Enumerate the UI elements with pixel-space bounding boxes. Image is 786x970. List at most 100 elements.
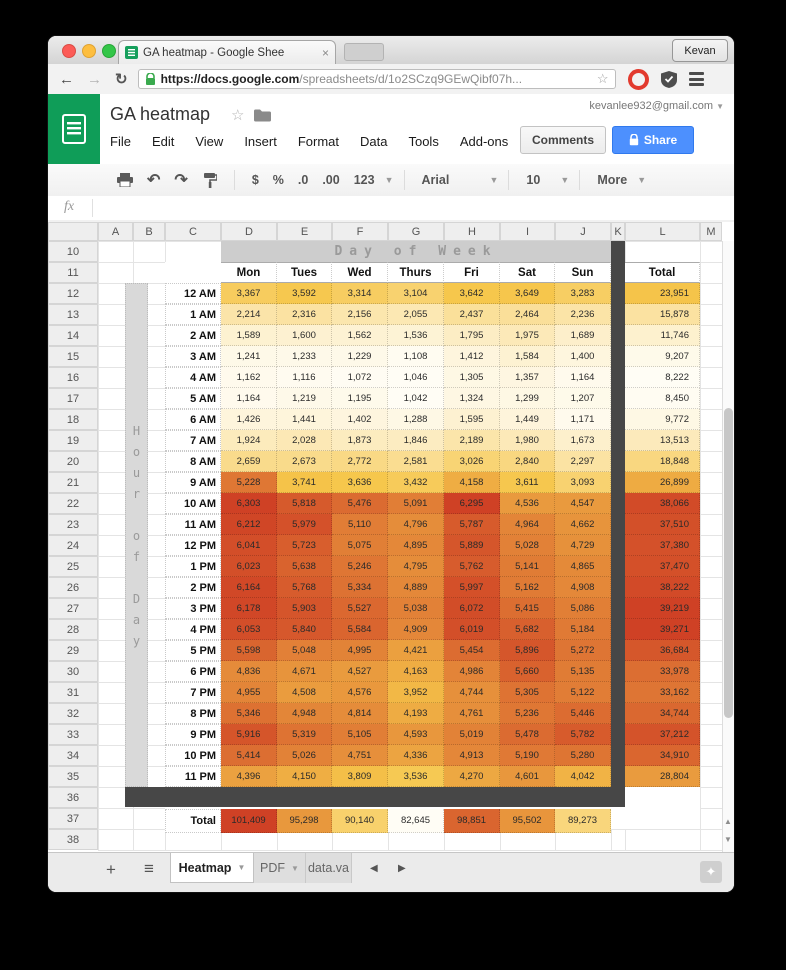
heatmap-cell[interactable]: 3,649 [500,283,555,304]
menu-data[interactable]: Data [360,134,388,149]
heatmap-cell[interactable]: 5,660 [500,661,555,682]
scrollbar-down-icon[interactable]: ▼ [724,834,732,844]
heatmap-cell[interactable]: 4,761 [444,703,500,724]
heatmap-cell[interactable]: 6,072 [444,598,500,619]
heatmap-cell[interactable]: 3,636 [332,472,388,493]
row-total-cell[interactable]: 26,899 [625,472,700,493]
corner-star-button[interactable]: ✦ [700,861,722,883]
heatmap-cell[interactable]: 4,964 [500,514,555,535]
heatmap-cell[interactable]: 1,589 [221,325,277,346]
heatmap-cell[interactable]: 5,818 [277,493,332,514]
sheets-logo[interactable] [48,94,100,164]
total-row-label[interactable]: Total [165,809,221,833]
row-header-33[interactable]: 33 [48,724,98,745]
heatmap-cell[interactable]: 2,297 [555,451,611,472]
row-header-20[interactable]: 20 [48,451,98,472]
heatmap-cell[interactable]: 5,997 [444,577,500,598]
heatmap-cell[interactable]: 4,593 [388,724,444,745]
heatmap-cell[interactable]: 5,768 [277,577,332,598]
heatmap-cell[interactable]: 6,295 [444,493,500,514]
font-family-select[interactable]: Arial [421,173,450,187]
heatmap-cell[interactable]: 5,038 [388,598,444,619]
heatmap-cell[interactable]: 5,346 [221,703,277,724]
heatmap-cell[interactable]: 6,019 [444,619,500,640]
heatmap-cell[interactable]: 1,441 [277,409,332,430]
heatmap-cell[interactable]: 4,527 [332,661,388,682]
heatmap-cell[interactable]: 5,019 [444,724,500,745]
heatmap-cell[interactable]: 5,454 [444,640,500,661]
heatmap-cell[interactable]: 1,980 [500,430,555,451]
row-header-17[interactable]: 17 [48,388,98,409]
heatmap-cell[interactable]: 6,212 [221,514,277,535]
row-total-cell[interactable]: 9,207 [625,346,700,367]
heatmap-cell[interactable]: 1,229 [332,346,388,367]
heatmap-cell[interactable]: 5,896 [500,640,555,661]
heatmap-cell[interactable]: 5,162 [500,577,555,598]
heatmap-cell[interactable]: 1,846 [388,430,444,451]
column-header-I[interactable]: I [500,222,555,241]
heatmap-cell[interactable]: 5,903 [277,598,332,619]
heatmap-cell[interactable]: 1,164 [555,367,611,388]
total-column-header[interactable]: Total [625,262,700,283]
heatmap-cell[interactable]: 6,041 [221,535,277,556]
heatmap-cell[interactable]: 1,324 [444,388,500,409]
heatmap-cell[interactable]: 4,986 [444,661,500,682]
heatmap-cell[interactable]: 2,464 [500,304,555,325]
heatmap-cell[interactable]: 3,611 [500,472,555,493]
heatmap-cell[interactable]: 4,995 [332,640,388,661]
hour-label-cell[interactable]: 11 AM [165,514,221,535]
row-header-10[interactable]: 10 [48,241,98,262]
column-total-cell[interactable]: 95,298 [277,809,332,833]
heatmap-cell[interactable]: 5,319 [277,724,332,745]
column-header-B[interactable]: B [133,222,165,241]
heatmap-cell[interactable]: 5,889 [444,535,500,556]
menu-format[interactable]: Format [297,134,339,149]
heatmap-cell[interactable]: 5,840 [277,619,332,640]
heatmap-cell[interactable]: 1,600 [277,325,332,346]
heatmap-cell[interactable]: 4,042 [555,766,611,787]
heatmap-cell[interactable]: 1,299 [500,388,555,409]
row-total-cell[interactable]: 23,951 [625,283,700,304]
hour-label-cell[interactable]: 7 PM [165,682,221,703]
heatmap-cell[interactable]: 5,414 [221,745,277,766]
column-total-cell[interactable]: 95,502 [500,809,555,833]
heatmap-cell[interactable]: 4,908 [555,577,611,598]
shield-extension-icon[interactable] [660,70,677,88]
extension-ring-icon[interactable] [627,68,649,90]
hour-label-cell[interactable]: 11 PM [165,766,221,787]
row-total-cell[interactable]: 8,450 [625,388,700,409]
hour-label-cell[interactable]: 9 PM [165,724,221,745]
heatmap-cell[interactable]: 3,432 [388,472,444,493]
heatmap-cell[interactable]: 4,913 [444,745,500,766]
heatmap-cell[interactable]: 1,164 [221,388,277,409]
heatmap-cell[interactable]: 4,662 [555,514,611,535]
row-total-cell[interactable]: 28,804 [625,766,700,787]
heatmap-cell[interactable]: 1,562 [332,325,388,346]
row-header-22[interactable]: 22 [48,493,98,514]
heatmap-cell[interactable]: 5,478 [500,724,555,745]
heatmap-cell[interactable]: 3,367 [221,283,277,304]
row-header-13[interactable]: 13 [48,304,98,325]
all-sheets-button[interactable]: ≡ [144,859,154,878]
format--button[interactable]: % [272,173,284,187]
heatmap-cell[interactable]: 5,122 [555,682,611,703]
heatmap-cell[interactable]: 4,955 [221,682,277,703]
row-header-24[interactable]: 24 [48,535,98,556]
heatmap-cell[interactable]: 4,948 [277,703,332,724]
heatmap-cell[interactable]: 1,219 [277,388,332,409]
scroll-tabs-left-icon[interactable]: ◀ [370,863,378,874]
hour-label-cell[interactable]: 5 PM [165,640,221,661]
heatmap-cell[interactable]: 4,836 [221,661,277,682]
hour-label-cell[interactable]: 8 PM [165,703,221,724]
hour-label-cell[interactable]: 2 PM [165,577,221,598]
heatmap-cell[interactable]: 4,795 [388,556,444,577]
heatmap-cell[interactable]: 5,280 [555,745,611,766]
heatmap-cell[interactable]: 1,072 [332,367,388,388]
row-total-cell[interactable]: 8,222 [625,367,700,388]
hour-label-cell[interactable]: 6 AM [165,409,221,430]
row-total-cell[interactable]: 38,066 [625,493,700,514]
hour-label-cell[interactable]: 6 PM [165,661,221,682]
menu-view[interactable]: View [195,134,224,149]
heatmap-cell[interactable]: 5,246 [332,556,388,577]
heatmap-cell[interactable]: 1,042 [388,388,444,409]
